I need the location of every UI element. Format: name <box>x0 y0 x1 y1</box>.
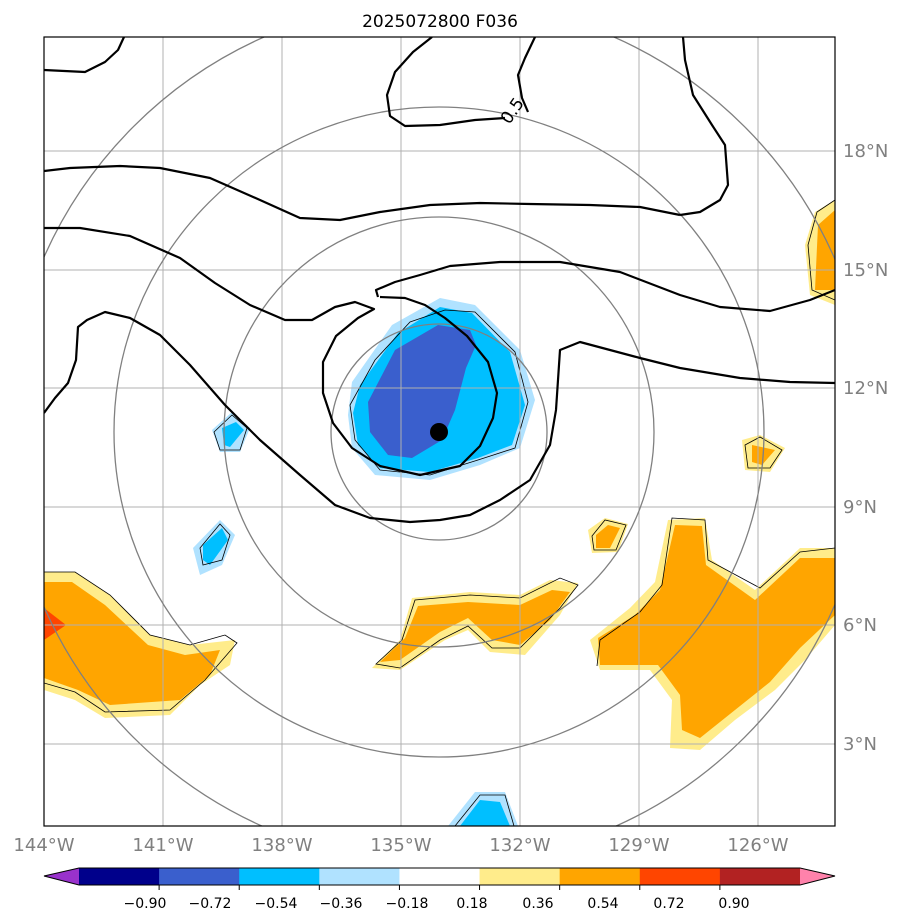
colorbar-cell <box>79 868 160 885</box>
map-frame <box>43 36 836 827</box>
colorbar-label: −0.72 <box>189 896 232 912</box>
colorbar-ticks <box>158 885 721 890</box>
lon-label: 129°W <box>608 835 669 856</box>
lat-label: 15°N <box>843 260 888 281</box>
contour-ne <box>679 37 730 217</box>
cool-spot-sw-core <box>203 528 228 565</box>
colorbar-labels: −0.90 −0.72 −0.54 −0.36 −0.18 0.18 0.36 … <box>124 896 750 912</box>
cool-spot-west-core <box>222 422 244 447</box>
colorbar-label: −0.90 <box>124 896 167 912</box>
colorbar-label: 0.72 <box>653 896 684 912</box>
colorbar-cell <box>239 868 320 885</box>
contour-band-2 <box>44 226 835 477</box>
lon-label: 126°W <box>727 835 788 856</box>
colorbar-cell <box>479 868 561 885</box>
latitude-labels: 3°N 6°N 9°N 12°N 15°N 18°N <box>843 141 888 755</box>
longitude-labels: 144°W 141°W 138°W 135°W 132°W 129°W 126°… <box>13 835 788 856</box>
cool-spot-south-core <box>460 800 510 826</box>
colorbar-label: 0.54 <box>587 896 618 912</box>
lon-label: 138°W <box>251 835 312 856</box>
contour-band-1 <box>44 164 681 222</box>
storm-center-dot <box>430 423 448 441</box>
lat-label: 18°N <box>843 141 888 162</box>
lon-label: 132°W <box>489 835 550 856</box>
figure-title: 2025072800 F036 <box>362 12 518 32</box>
colorbar-cell <box>719 868 801 885</box>
colorbar-cell <box>399 868 481 885</box>
lat-label: 12°N <box>843 378 888 399</box>
colorbar-cell <box>159 868 240 885</box>
contour-band-3 <box>44 310 835 524</box>
negative-anomaly-regions <box>193 298 535 826</box>
warm-region-central-core <box>380 590 570 662</box>
contour-0-5 <box>385 37 536 128</box>
contour-north <box>44 37 125 74</box>
lat-label: 6°N <box>843 615 877 636</box>
lat-label: 3°N <box>843 734 877 755</box>
colorbar: −0.90 −0.72 −0.54 −0.36 −0.18 0.18 0.36 … <box>43 867 836 912</box>
colorbar-extend-max <box>800 868 835 885</box>
colorbar-cell <box>559 868 641 885</box>
map-panel: 0.5 <box>44 37 835 826</box>
contour-lines <box>44 37 835 524</box>
warm-region-west-peak <box>44 608 66 640</box>
colorbar-label: −0.54 <box>255 896 298 912</box>
warm-spot-b-core <box>596 525 620 548</box>
lat-label: 9°N <box>843 497 877 518</box>
warm-region-east-core <box>598 525 835 738</box>
colorbar-label: 0.36 <box>522 896 553 912</box>
colorbar-outline <box>43 867 836 886</box>
colorbar-cell <box>639 868 721 885</box>
colorbar-label: −0.36 <box>320 896 363 912</box>
colorbar-cell <box>319 868 400 885</box>
warm-region-west-core <box>44 582 220 705</box>
colorbar-cells <box>44 868 835 885</box>
lon-label: 135°W <box>370 835 431 856</box>
colorbar-label: 0.18 <box>456 896 487 912</box>
shading-outlines <box>44 199 835 826</box>
cool-region-storm-core <box>368 325 476 458</box>
positive-anomaly-regions <box>44 200 835 750</box>
colorbar-label: −0.18 <box>386 896 429 912</box>
lon-label: 144°W <box>13 835 74 856</box>
lon-label: 141°W <box>132 835 193 856</box>
range-rings <box>44 37 835 826</box>
colorbar-label: 0.90 <box>718 896 749 912</box>
colorbar-extend-min <box>44 868 79 885</box>
